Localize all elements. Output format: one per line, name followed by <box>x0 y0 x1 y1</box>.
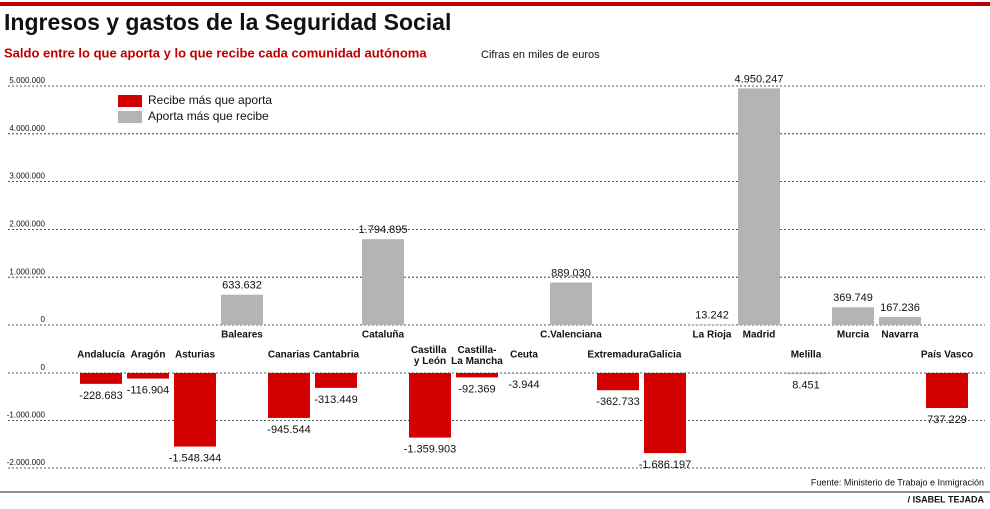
x-tick-label: Cantabria <box>313 350 360 361</box>
x-tick-label: Cataluña <box>362 330 405 341</box>
value-label: -1.548.344 <box>169 452 222 464</box>
y-tick-label: 2.000.000 <box>9 220 45 229</box>
value-label: -1.686.197 <box>639 459 692 471</box>
value-label: 1.794.895 <box>359 224 408 236</box>
chart-subtitle: Saldo entre lo que aporta y lo que recib… <box>4 45 427 60</box>
value-label: 369.749 <box>833 292 873 304</box>
value-label: 8.451 <box>792 379 820 391</box>
bar <box>550 282 592 325</box>
y-tick-label: 5.000.000 <box>9 76 45 85</box>
value-label: -313.449 <box>314 394 357 406</box>
value-label: -116.904 <box>127 384 170 396</box>
bar <box>879 317 921 325</box>
y-tick-label: -1.000.000 <box>7 411 46 420</box>
value-label: 167.236 <box>880 302 920 314</box>
y-tick-label: 1.000.000 <box>9 267 45 276</box>
x-tick-label: Aragón <box>131 350 166 361</box>
bar <box>832 307 874 325</box>
x-tick-label: Castilla-La Mancha <box>451 345 503 367</box>
bar <box>174 373 216 447</box>
y-tick-label: 0 <box>41 315 46 324</box>
bar <box>456 373 498 378</box>
x-tick-label: C.Valenciana <box>540 330 602 341</box>
x-tick-label: Melilla <box>791 350 822 361</box>
legend-label: Aporta más que recibe <box>148 109 269 123</box>
bar <box>926 373 968 409</box>
bar <box>597 373 639 391</box>
legend-swatch <box>118 95 142 107</box>
x-tick-label: Canarias <box>268 350 311 361</box>
bar <box>80 373 122 384</box>
value-label: 889.030 <box>551 267 591 279</box>
credit: / ISABEL TEJADA <box>908 494 985 504</box>
y-tick-label: -2.000.000 <box>7 458 46 467</box>
x-tick-label: Madrid <box>743 330 776 341</box>
x-tick-label: La Rioja <box>693 330 732 341</box>
value-label: -3.944 <box>508 379 539 391</box>
value-label: 4.950.247 <box>735 73 784 85</box>
bar <box>691 324 733 325</box>
x-tick-label: País Vasco <box>921 350 973 361</box>
x-tick-label: Galicia <box>649 350 682 361</box>
source: Fuente: Ministerio de Trabajo e Inmigrac… <box>811 477 984 487</box>
chart-title: Ingresos y gastos de la Seguridad Social <box>4 9 451 35</box>
value-label: 737.229 <box>927 414 967 426</box>
bar <box>315 373 357 388</box>
value-label: -1.359.903 <box>404 444 457 456</box>
bar <box>221 294 263 325</box>
x-tick-label: Ceuta <box>510 350 538 361</box>
bar <box>127 373 169 379</box>
y-tick-label: 3.000.000 <box>9 172 45 181</box>
x-tick-label: Navarra <box>881 330 919 341</box>
bar <box>362 239 404 325</box>
bar <box>268 373 310 418</box>
x-tick-label: Baleares <box>221 330 263 341</box>
x-tick-label: Andalucía <box>77 350 125 361</box>
value-label: -945.544 <box>267 424 310 436</box>
top-rule <box>0 2 990 6</box>
x-tick-label: Murcia <box>837 330 870 341</box>
y-tick-label: 0 <box>41 363 46 372</box>
value-label: -362.733 <box>596 396 639 408</box>
value-label: -228.683 <box>79 390 122 402</box>
x-tick-label: Extremadura <box>587 350 649 361</box>
value-label: 633.632 <box>222 280 262 292</box>
x-tick-label: Castilla y León <box>411 345 449 367</box>
x-tick-label: Asturias <box>175 350 215 361</box>
legend-swatch <box>118 111 142 123</box>
bar <box>644 373 686 454</box>
bar <box>738 88 780 325</box>
chart-note: Cifras en miles de euros <box>481 49 600 61</box>
y-tick-label: 4.000.000 <box>9 124 45 133</box>
value-label: 13.242 <box>695 309 729 321</box>
value-label: -92.369 <box>458 383 495 395</box>
bar <box>409 373 451 438</box>
legend-label: Recibe más que aporta <box>148 93 272 107</box>
